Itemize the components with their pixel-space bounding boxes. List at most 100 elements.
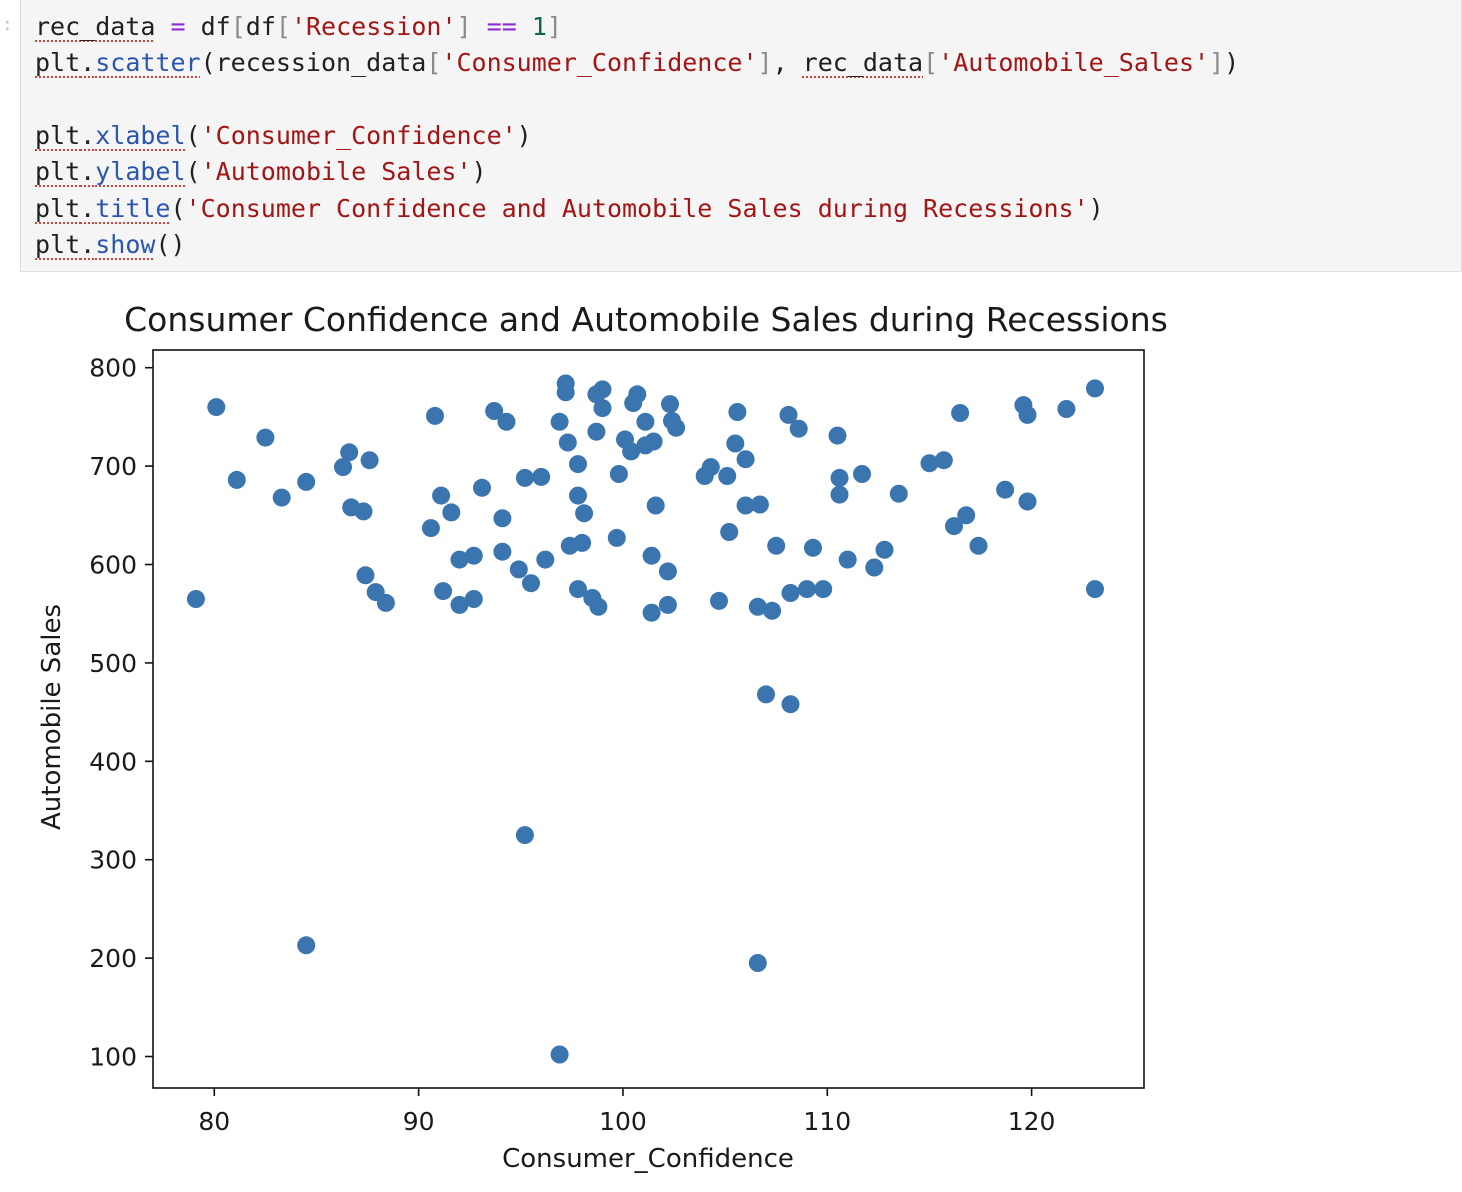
chart-title: Consumer Confidence and Automobile Sales… — [124, 300, 1168, 339]
scatter-point — [493, 509, 512, 528]
scatter-point — [736, 450, 755, 469]
x-tick-label: 80 — [198, 1107, 230, 1136]
code-token: ( — [185, 121, 201, 150]
y-tick-label: 800 — [89, 354, 137, 383]
scatter-point — [797, 580, 816, 599]
scatter-point — [587, 422, 606, 441]
scatter-point — [889, 484, 908, 503]
code-line: plt.ylabel('Automobile Sales') — [35, 155, 487, 189]
scatter-chart: Consumer Confidence and Automobile Sales… — [37, 300, 1168, 1174]
scatter-point — [1057, 400, 1076, 418]
scatter-point — [515, 826, 534, 845]
code-token: ) — [516, 121, 532, 150]
scatter-point — [334, 458, 352, 477]
scatter-point — [642, 603, 661, 622]
x-tick-label: 110 — [803, 1107, 851, 1136]
code-token: plt — [35, 121, 81, 150]
scatter-point — [297, 472, 316, 491]
scatter-point — [360, 451, 379, 470]
code-token: = — [170, 12, 186, 41]
code-token — [472, 12, 487, 41]
code-token: ) — [1224, 48, 1240, 77]
scatter-point — [207, 398, 226, 417]
code-token: ] — [456, 12, 472, 41]
x-axis-ticks: 80 90 100 110 120 — [198, 1088, 1055, 1136]
y-tick-label: 200 — [89, 944, 137, 973]
code-token: . — [80, 48, 96, 77]
scatter-point — [736, 496, 755, 515]
code-token — [517, 12, 532, 41]
code-token: df — [185, 12, 231, 41]
scatter-point — [779, 405, 798, 424]
scatter-point — [573, 533, 592, 552]
x-axis-label: Consumer_Confidence — [502, 1144, 794, 1174]
x-tick-label: 90 — [403, 1107, 435, 1136]
code-token: ( — [185, 157, 201, 186]
scatter-point — [593, 399, 612, 418]
scatter-point — [607, 528, 626, 547]
scatter-point — [830, 485, 849, 504]
scatter-point — [830, 468, 849, 487]
scatter-point — [227, 470, 246, 489]
scatter-point — [814, 580, 833, 599]
scatter-point — [934, 451, 953, 470]
scatter-point — [767, 536, 786, 555]
scatter-point — [593, 380, 612, 399]
code-token: () — [155, 230, 186, 259]
scatter-point — [728, 403, 747, 421]
code-cell[interactable]: rec_data = df[df['Recession'] == 1] plt.s… — [20, 0, 1462, 272]
scatter-point — [1018, 405, 1037, 424]
scatter-point — [450, 595, 469, 614]
scatter-point — [569, 455, 587, 474]
scatter-point — [828, 426, 847, 445]
x-tick-label: 120 — [1008, 1107, 1056, 1136]
cell-prompt-marker: : — [2, 14, 13, 35]
y-tick-label: 500 — [89, 649, 137, 678]
code-token: ) — [471, 157, 487, 186]
scatter-point — [493, 542, 512, 561]
code-token: plt — [35, 157, 81, 186]
scatter-point — [186, 590, 205, 608]
scatter-point — [757, 685, 775, 704]
scatter-point — [340, 443, 359, 462]
scatter-point — [589, 597, 608, 616]
scatter-point — [726, 434, 745, 453]
scatter-point — [558, 433, 577, 452]
code-token: 'Automobile_Sales' — [938, 48, 1210, 77]
scatter-point — [609, 465, 628, 483]
code-token: rec_data — [802, 48, 924, 77]
scatter-point — [789, 419, 808, 438]
scatter-point — [550, 412, 569, 431]
code-token: 'Consumer_Confidence' — [441, 48, 758, 77]
scatter-point — [432, 486, 451, 505]
scatter-point — [536, 550, 555, 569]
scatter-point — [781, 695, 800, 714]
code-token: plt — [35, 194, 81, 223]
scatter-point — [356, 566, 375, 585]
scatter-point — [426, 406, 444, 425]
scatter-point — [532, 467, 551, 486]
code-token: [ — [230, 12, 246, 41]
scatter-point — [442, 503, 461, 522]
scatter-point — [646, 496, 665, 515]
scatter-point — [865, 558, 884, 577]
scatter-point — [945, 517, 963, 536]
code-token: 'Recession' — [290, 12, 457, 41]
scatter-point — [636, 412, 655, 431]
scatter-point — [701, 458, 720, 477]
code-token: , — [772, 48, 803, 77]
code-token: [ — [923, 48, 939, 77]
scatter-point — [622, 442, 641, 461]
y-tick-label: 100 — [89, 1043, 137, 1072]
scatter-points — [186, 374, 1104, 1064]
code-token: ylabel — [95, 157, 186, 186]
code-token: 'Consumer_Confidence' — [200, 121, 517, 150]
scatter-point — [1086, 580, 1104, 599]
scatter-point — [804, 538, 822, 557]
x-tick-label: 100 — [599, 1107, 647, 1136]
scatter-point — [710, 591, 728, 610]
scatter-point — [628, 385, 647, 404]
scatter-point — [473, 478, 491, 497]
scatter-point — [485, 402, 504, 420]
scatter-point — [920, 454, 939, 473]
